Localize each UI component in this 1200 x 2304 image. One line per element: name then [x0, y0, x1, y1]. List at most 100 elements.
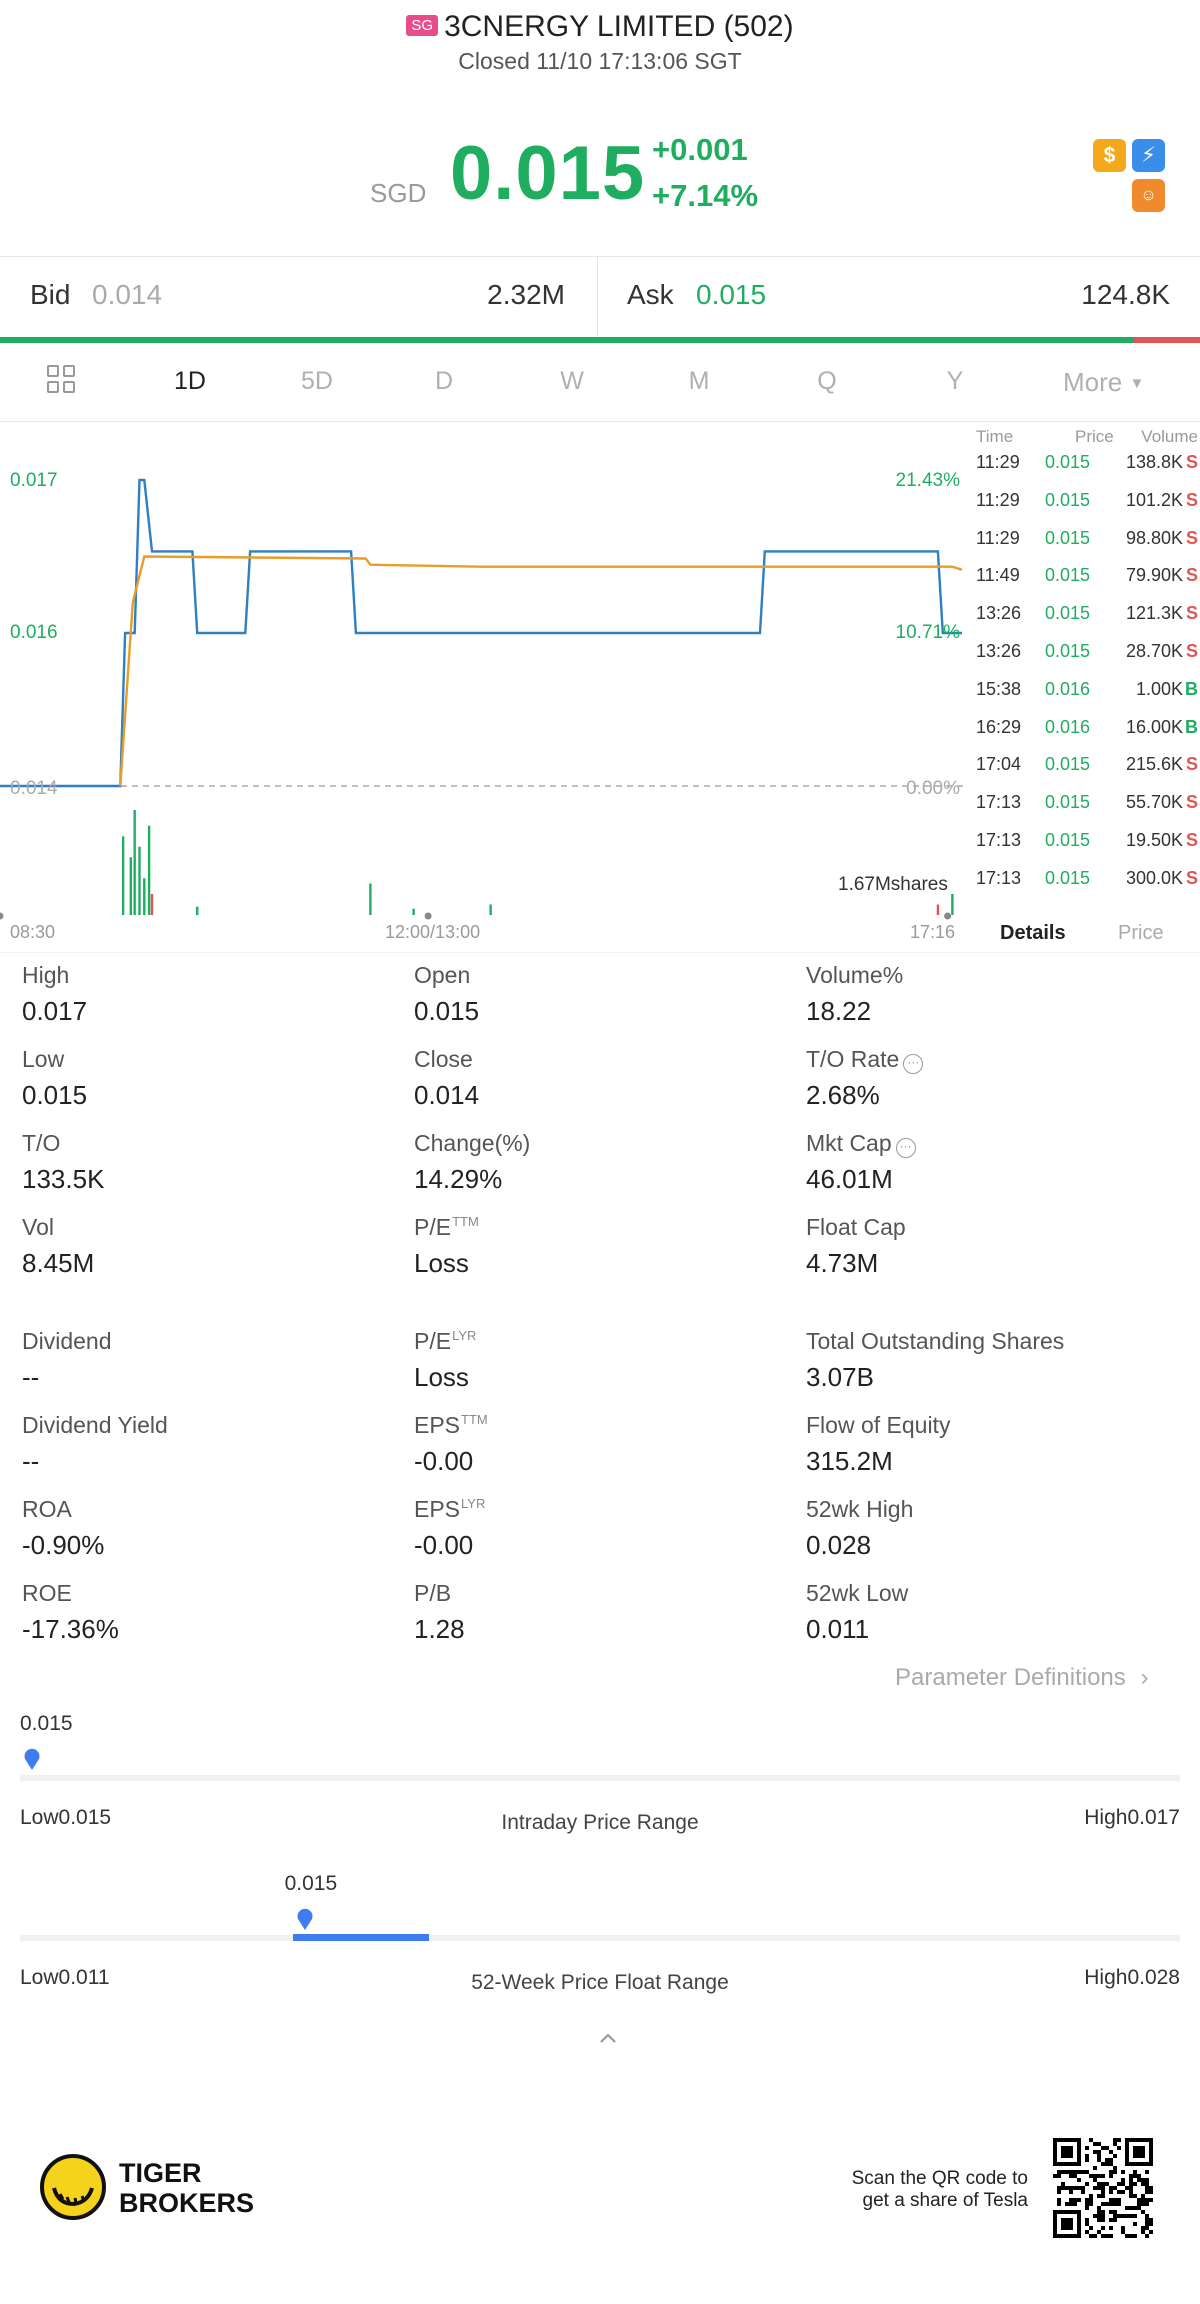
stat-label-text: Mkt Cap — [806, 1130, 892, 1156]
stat-roe: ROE -17.36% — [22, 1580, 402, 1645]
stat-label-text: Close — [414, 1046, 473, 1072]
stat-value: -- — [22, 1362, 40, 1392]
stat-value: -0.00 — [414, 1530, 474, 1560]
volume-bar — [369, 883, 372, 915]
stat-value: 133.5K — [22, 1164, 105, 1194]
volume-bar — [196, 906, 199, 915]
intraday-high-value: 0.017 — [1127, 1806, 1180, 1829]
layout-grid-icon[interactable] — [47, 365, 77, 395]
intraday-current: 0.015 — [20, 1712, 73, 1735]
intraday-high-label: High — [1084, 1806, 1128, 1829]
time-and-sales[interactable]: Time Price Volume 11:29 0.015 138.8K S 11:29… — [965, 422, 1200, 952]
stat-label: 52wk Low — [806, 1580, 1186, 1610]
tab-q[interactable]: Q — [817, 367, 837, 395]
stat-value: 2.68% — [806, 1080, 880, 1110]
stat-p-e-ttm: P/ETTM Loss — [414, 1214, 794, 1279]
series-line-1 — [119, 555, 963, 787]
ts-time: 15:38 — [976, 678, 1022, 699]
ts-price: 0.016 — [1045, 716, 1091, 737]
volume-label: 1.67Mshares — [838, 874, 948, 895]
x-tick-close: 17:16 — [910, 922, 956, 942]
stat-p-e-lyr: P/ELYR Loss — [414, 1328, 794, 1393]
parameter-definitions-link[interactable]: Parameter Definitions › — [895, 1664, 1148, 1692]
stat-t-o: T/O 133.5K — [22, 1130, 402, 1195]
intraday-low: Low0.015 — [20, 1806, 111, 1830]
stat-value: 0.028 — [806, 1530, 872, 1560]
stock-name: 3CNERGY LIMITED (502) — [444, 10, 794, 43]
ts-time: 17:04 — [976, 754, 1022, 775]
stat-total-outstanding-shares: Total Outstanding Shares 3.07B — [806, 1328, 1186, 1393]
ts-row: 11:49 0.015 79.90K S — [965, 557, 1200, 595]
tab-1d[interactable]: 1D — [174, 367, 206, 395]
ts-volume: 19.50K — [1125, 830, 1183, 850]
stat-label-text: T/O — [22, 1130, 61, 1156]
stat-label: EPSLYR — [414, 1496, 794, 1526]
stat-label-text: EPS — [414, 1496, 461, 1522]
ts-volume: 138.8K — [1125, 452, 1183, 472]
stat-label-text: Change(%) — [414, 1130, 531, 1156]
flash-icon[interactable]: ⚡ — [1132, 139, 1165, 172]
tab-5d[interactable]: 5D — [301, 367, 333, 395]
bid-ratio-bar — [0, 337, 1134, 343]
ts-time: 11:29 — [976, 489, 1020, 510]
tab-y[interactable]: Y — [946, 367, 964, 395]
ts-side: S — [1185, 527, 1198, 548]
stat-label: ROE — [22, 1580, 402, 1610]
tab-w[interactable]: W — [560, 367, 584, 395]
week52-high: High0.028 — [1084, 1966, 1180, 1990]
stat-flow-of-equity: Flow of Equity 315.2M — [806, 1412, 1186, 1477]
ts-price: 0.016 — [1045, 678, 1091, 699]
stat-label: ROA — [22, 1496, 402, 1526]
caret-down-icon: ▼ — [1129, 375, 1145, 392]
ts-price: 0.015 — [1045, 603, 1091, 624]
cn-icon[interactable]: ☺ — [1132, 179, 1165, 212]
tab-price[interactable]: Price — [1118, 922, 1164, 944]
volume-bar — [129, 857, 133, 915]
x-tick-open: 08:30 — [10, 922, 56, 942]
stat-label: Volume% — [806, 962, 1186, 992]
stat-value: 14.29% — [414, 1164, 503, 1194]
ts-row: 17:13 0.015 55.70K S — [965, 784, 1200, 822]
stock-title: SG 3CNERGY LIMITED (502) — [0, 10, 1200, 44]
axis-marker — [424, 912, 432, 920]
ts-price: 0.015 — [1045, 754, 1091, 775]
info-icon[interactable]: ··· — [903, 1054, 924, 1074]
ts-side: S — [1185, 830, 1198, 850]
brand-name: TIGER BROKERS — [119, 2158, 254, 2218]
stat-close: Close 0.014 — [414, 1046, 794, 1111]
stat-label: T/O — [22, 1130, 402, 1160]
ts-time: 17:13 — [976, 792, 1022, 813]
stat-label: Dividend Yield — [22, 1412, 402, 1442]
stat-vol: Vol 8.45M — [22, 1214, 402, 1279]
ts-side: B — [1185, 678, 1198, 699]
ts-price: 0.015 — [1045, 527, 1091, 548]
tab-d[interactable]: D — [434, 367, 454, 395]
stat-label-sup: TTM — [461, 1412, 488, 1427]
ts-price: 0.015 — [1045, 867, 1091, 888]
bid-label: Bid — [30, 279, 71, 310]
dollar-icon[interactable]: $ — [1093, 139, 1126, 172]
volume-bar — [133, 810, 136, 915]
volume-bar — [121, 836, 125, 915]
chevron-up-icon[interactable] — [598, 2028, 618, 2048]
ts-price: 0.015 — [1045, 792, 1091, 813]
stat-t-o-rate: T/O Rate ··· 2.68% — [806, 1046, 1186, 1111]
tab-details[interactable]: Details — [1000, 922, 1066, 944]
more-dropdown[interactable]: More ▼ — [1063, 367, 1144, 398]
period-tabs: 1D 5D D W M Q Y More ▼ — [0, 343, 1200, 421]
ts-time: 13:26 — [976, 641, 1022, 661]
stat-value: 8.45M — [22, 1248, 95, 1278]
info-icon[interactable]: ··· — [895, 1138, 916, 1158]
intraday-chart[interactable]: 0.017 0.016 0.014 21.43% 10.71% 0.00% 1.… — [0, 422, 965, 952]
stat-label-sup: LYR — [461, 1496, 486, 1511]
stat-p-b: P/B 1.28 — [414, 1580, 794, 1645]
tab-m[interactable]: M — [688, 367, 710, 395]
week52-range: 0.015 Low0.011 52-Week Price Float Range… — [20, 1872, 1180, 2002]
stat-label-text: Vol — [22, 1214, 54, 1240]
scan-line-2: get a share of Tesla — [862, 2190, 1028, 2211]
stats-grid: High 0.017 Open 0.015 Volume% 18.22 Low 0.015 Cl… — [0, 962, 1200, 1662]
series-line-0 — [0, 478, 962, 788]
ts-volume: 79.90K — [1125, 565, 1183, 586]
divider — [0, 952, 1200, 953]
ts-row: 17:04 0.015 215.6K S — [965, 746, 1200, 784]
